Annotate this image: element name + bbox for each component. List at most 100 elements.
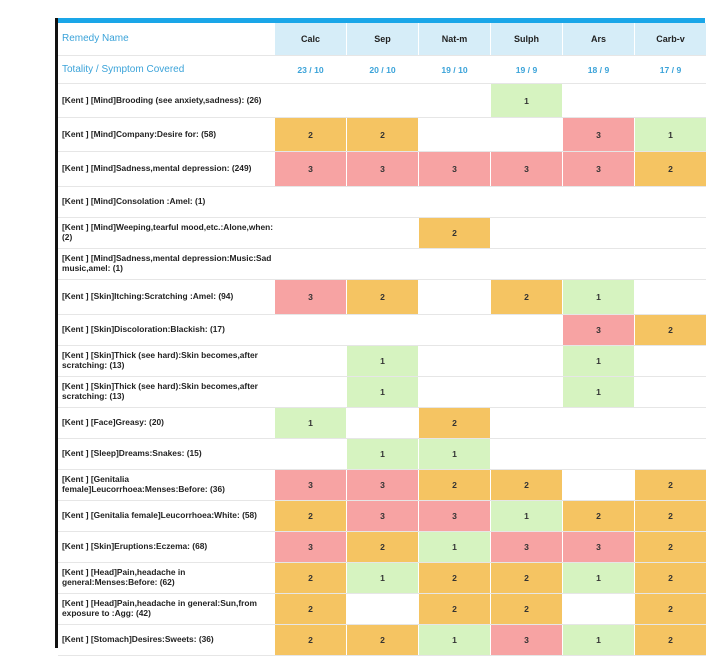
rubric-label: [Kent ] [Skin]Eruptions:Eczema: (68) xyxy=(58,531,275,563)
grade-cell: 3 xyxy=(490,624,563,656)
grade-cell: 2 xyxy=(490,469,563,501)
grade-cell xyxy=(490,186,563,218)
grade-cell: 2 xyxy=(490,593,563,625)
grade-cell xyxy=(490,407,563,439)
grade-cell: 3 xyxy=(274,531,347,563)
grade-cell: 2 xyxy=(274,593,347,625)
grade-cell xyxy=(418,279,491,315)
grade-cell: 1 xyxy=(346,562,419,594)
rubric-row[interactable]: [Kent ] [Skin]Thick (see hard):Skin beco… xyxy=(58,345,706,377)
remedy-header-carb-v[interactable]: Carb-v xyxy=(634,23,706,56)
rubric-row[interactable]: [Kent ] [Mind]Sadness,mental depression:… xyxy=(58,151,706,187)
grade-cell: 2 xyxy=(418,562,491,594)
grade-cell xyxy=(562,438,635,470)
rubric-row[interactable]: [Kent ] [Genitalia female]Leucorrhoea:Wh… xyxy=(58,500,706,532)
grade-cell xyxy=(634,376,706,408)
rubric-row[interactable]: [Kent ] [Head]Pain,headache in general:S… xyxy=(58,593,706,625)
grade-cell xyxy=(562,83,635,118)
left-border-bar xyxy=(55,18,58,648)
top-accent-bar xyxy=(55,18,705,23)
rubric-label: [Kent ] [Mind]Brooding (see anxiety,sadn… xyxy=(58,83,275,118)
rubric-row[interactable]: [Kent ] [Mind]Weeping,tearful mood,etc.:… xyxy=(58,217,706,249)
grade-cell: 2 xyxy=(274,624,347,656)
grade-cell: 1 xyxy=(634,117,706,152)
grade-cell: 3 xyxy=(562,531,635,563)
grade-cell: 3 xyxy=(562,314,635,346)
grade-cell: 2 xyxy=(562,500,635,532)
grade-cell xyxy=(418,345,491,377)
rubric-label: [Kent ] [Mind]Weeping,tearful mood,etc.:… xyxy=(58,217,275,249)
rubric-row[interactable]: [Kent ] [Skin]Itching:Scratching :Amel: … xyxy=(58,279,706,315)
repertory-grid-panel: Remedy Name Calc Sep Nat-m Sulph Ars Car… xyxy=(55,18,706,656)
grade-cell xyxy=(418,376,491,408)
grade-cell: 2 xyxy=(634,562,706,594)
grade-cell: 3 xyxy=(346,469,419,501)
rubric-row[interactable]: [Kent ] [Genitalia female]Leucorrhoea:Me… xyxy=(58,469,706,501)
grade-cell: 3 xyxy=(274,279,347,315)
grade-cell xyxy=(562,248,635,280)
grade-cell xyxy=(562,217,635,249)
remedy-header-calc[interactable]: Calc xyxy=(274,23,347,56)
rubric-row[interactable]: [Kent ] [Mind]Brooding (see anxiety,sadn… xyxy=(58,83,706,118)
totality-nat-m: 19 / 10 xyxy=(418,55,491,84)
grade-cell xyxy=(418,248,491,280)
grade-cell: 3 xyxy=(274,151,347,187)
grade-cell: 2 xyxy=(274,500,347,532)
grade-cell xyxy=(418,314,491,346)
rubric-row[interactable]: [Kent ] [Stomach]Desires:Sweets: (36) 2 2 1… xyxy=(58,624,706,656)
remedy-header-nat-m[interactable]: Nat-m xyxy=(418,23,491,56)
rubric-label: [Kent ] [Genitalia female]Leucorrhoea:Wh… xyxy=(58,500,275,532)
grade-cell: 1 xyxy=(346,438,419,470)
rubric-row[interactable]: [Kent ] [Sleep]Dreams:Snakes: (15) 1 1 xyxy=(58,438,706,470)
grade-cell: 2 xyxy=(634,624,706,656)
grade-cell: 1 xyxy=(418,531,491,563)
grade-cell: 1 xyxy=(418,438,491,470)
grade-cell xyxy=(346,593,419,625)
grade-cell xyxy=(490,438,563,470)
grade-cell: 3 xyxy=(490,151,563,187)
remedy-header-sulph[interactable]: Sulph xyxy=(490,23,563,56)
grade-cell: 2 xyxy=(634,314,706,346)
grade-cell: 1 xyxy=(562,624,635,656)
rubric-label: [Kent ] [Face]Greasy: (20) xyxy=(58,407,275,439)
rubric-row[interactable]: [Kent ] [Mind]Consolation :Amel: (1) xyxy=(58,186,706,218)
grade-cell xyxy=(418,117,491,152)
grade-cell xyxy=(274,217,347,249)
grade-cell xyxy=(562,186,635,218)
grade-cell xyxy=(274,376,347,408)
grade-cell xyxy=(418,186,491,218)
grade-cell: 3 xyxy=(346,151,419,187)
grade-cell xyxy=(346,217,419,249)
grade-cell xyxy=(634,438,706,470)
rubric-label: [Kent ] [Genitalia female]Leucorrhoea:Me… xyxy=(58,469,275,501)
rubric-row[interactable]: [Kent ] [Face]Greasy: (20) 1 2 xyxy=(58,407,706,439)
rubric-row[interactable]: [Kent ] [Head]Pain,headache in general:M… xyxy=(58,562,706,594)
grade-cell xyxy=(274,83,347,118)
grade-cell: 3 xyxy=(490,531,563,563)
grade-cell xyxy=(634,345,706,377)
grade-cell: 2 xyxy=(634,469,706,501)
remedy-header-ars[interactable]: Ars xyxy=(562,23,635,56)
rubric-row[interactable]: [Kent ] [Skin]Thick (see hard):Skin beco… xyxy=(58,376,706,408)
rubric-row[interactable]: [Kent ] [Mind]Sadness,mental depression:… xyxy=(58,248,706,280)
grade-cell: 2 xyxy=(418,217,491,249)
grade-cell xyxy=(562,593,635,625)
grade-cell: 2 xyxy=(634,151,706,187)
rubric-row[interactable]: [Kent ] [Skin]Discoloration:Blackish: (1… xyxy=(58,314,706,346)
rubric-label: [Kent ] [Mind]Company:Desire for: (58) xyxy=(58,117,275,152)
rubric-row[interactable]: [Kent ] [Mind]Company:Desire for: (58) 2 2… xyxy=(58,117,706,152)
grade-cell: 2 xyxy=(346,624,419,656)
grade-cell xyxy=(274,186,347,218)
rubric-label: [Kent ] [Mind]Sadness,mental depression:… xyxy=(58,151,275,187)
grade-cell: 1 xyxy=(562,345,635,377)
grade-cell: 1 xyxy=(490,500,563,532)
remedy-header-sep[interactable]: Sep xyxy=(346,23,419,56)
grade-cell: 2 xyxy=(418,593,491,625)
totality-sep: 20 / 10 xyxy=(346,55,419,84)
grade-cell: 1 xyxy=(562,279,635,315)
rubric-label: [Kent ] [Sleep]Dreams:Snakes: (15) xyxy=(58,438,275,470)
grade-cell: 3 xyxy=(418,151,491,187)
grade-cell xyxy=(490,345,563,377)
grade-cell: 2 xyxy=(418,469,491,501)
rubric-row[interactable]: [Kent ] [Skin]Eruptions:Eczema: (68) 3 2 1 3… xyxy=(58,531,706,563)
